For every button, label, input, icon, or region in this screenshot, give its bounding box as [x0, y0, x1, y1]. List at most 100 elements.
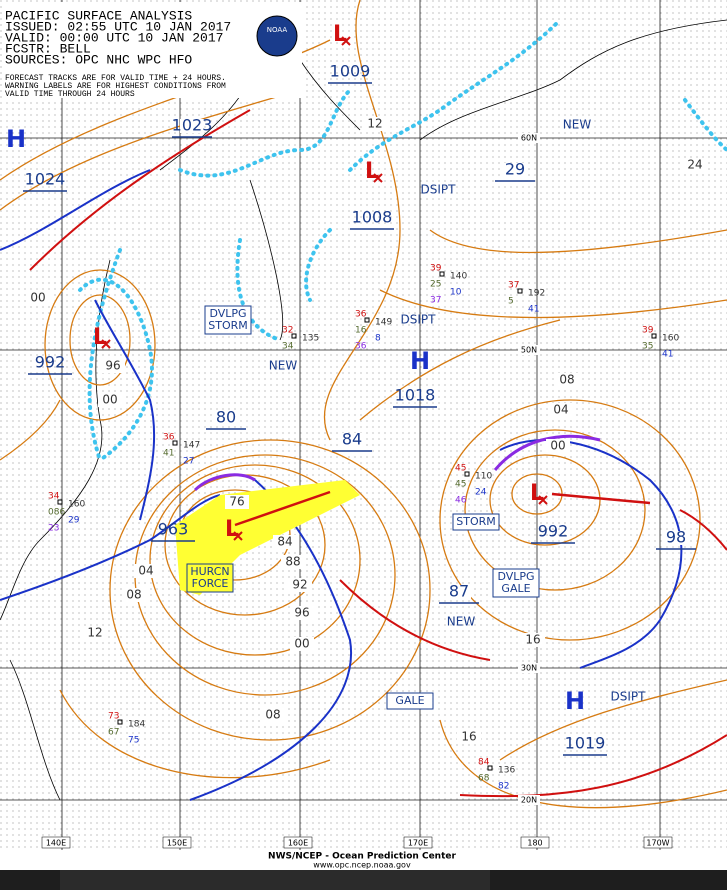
- station-value: 39: [642, 326, 654, 336]
- low-symbol: L: [365, 159, 379, 184]
- station-value: 34: [48, 492, 60, 502]
- isobar-label: 12: [87, 626, 102, 640]
- label-bg: [26, 291, 50, 305]
- station-value: 36: [355, 342, 367, 352]
- label-bg: [290, 637, 314, 651]
- isobar-label: 00: [30, 291, 45, 305]
- station-value: 41: [528, 305, 539, 315]
- header-line: PACIFIC SURFACE ANALYSIS: [5, 8, 192, 23]
- station-value: 110: [475, 472, 492, 482]
- warning-box: [204, 305, 252, 335]
- label-bg: [261, 708, 285, 722]
- lon-label: 170E: [408, 839, 428, 848]
- taskbar-search[interactable]: [60, 870, 490, 890]
- lat-label-bg: [518, 133, 540, 143]
- label-bg: [549, 403, 573, 417]
- low-x: [233, 531, 243, 541]
- status-label: DSIPT: [421, 183, 457, 197]
- station-value: 46: [455, 496, 467, 506]
- isobar-label: 96: [105, 359, 120, 373]
- label-bg: [281, 555, 305, 569]
- center-pressure: 992: [35, 353, 66, 372]
- station-marker: [651, 333, 657, 339]
- station-value: 45: [455, 480, 466, 490]
- station-value: 68: [478, 774, 490, 784]
- station-value: 135: [302, 334, 319, 344]
- station-value: 39: [430, 264, 442, 274]
- status-label: NEW: [447, 615, 476, 629]
- logo-text: NOAA: [267, 26, 288, 34]
- lat-label: 50N: [521, 346, 537, 355]
- header-line: VALID: 00:00 UTC 10 JAN 2017: [5, 30, 223, 45]
- station-value: 8: [375, 334, 381, 344]
- station-value: 45: [455, 464, 466, 474]
- isobar-label: 00: [294, 637, 309, 651]
- label-bg: [340, 433, 364, 447]
- label-bg: [683, 158, 707, 172]
- warning-label: GALE: [501, 582, 530, 595]
- station-value: 36: [355, 310, 367, 320]
- station-value: 25: [430, 280, 441, 290]
- label-bg: [134, 564, 158, 578]
- status-label: DSIPT: [401, 313, 437, 327]
- center-pressure: 1024: [25, 170, 66, 189]
- warning-label: HURCN: [190, 565, 229, 578]
- station-value: 24: [475, 488, 487, 498]
- label-bg: [447, 585, 471, 599]
- low-symbol: L: [530, 481, 544, 506]
- map-background: [0, 0, 727, 850]
- label-bg: [290, 606, 314, 620]
- label-bg: [546, 439, 570, 453]
- isobar-label: 96: [294, 606, 309, 620]
- isobar-label: 12: [367, 117, 382, 131]
- label-bg: [180, 119, 204, 133]
- lon-label: 140E: [46, 839, 66, 848]
- header-line: SOURCES: OPC NHC WPC HFO: [5, 52, 192, 67]
- station-value: 27: [183, 457, 194, 467]
- station-value: 34: [282, 342, 294, 352]
- station-value: 41: [662, 350, 673, 360]
- station-value: 29: [68, 516, 80, 526]
- isobar-label: 76: [229, 495, 244, 509]
- center-pressure: 963: [158, 520, 189, 539]
- label-bg: [214, 411, 238, 425]
- isobar-label: 24: [687, 158, 702, 172]
- isobar-label: 1023: [172, 116, 213, 135]
- isobar-label: 08: [265, 708, 280, 722]
- high-symbol: H: [6, 125, 26, 153]
- isobar-label: 00: [550, 439, 565, 453]
- station-value: 149: [375, 318, 392, 328]
- station-marker: [117, 719, 123, 725]
- lat-label: 30N: [521, 664, 537, 673]
- lon-label-bg: [283, 836, 313, 849]
- station-marker: [517, 288, 523, 294]
- header-line: FCSTR: BELL: [5, 41, 91, 56]
- station-value: 160: [68, 500, 85, 510]
- isobar-label: 92: [292, 578, 307, 592]
- warning-label: DVLPG: [497, 570, 534, 583]
- status-label: NEW: [269, 359, 298, 373]
- lon-label: 160E: [288, 839, 308, 848]
- warning-box: [186, 563, 234, 593]
- station-value: 147: [183, 441, 200, 451]
- lat-label-bg: [518, 663, 540, 673]
- lon-label-bg: [643, 836, 673, 849]
- isobar-label: 04: [553, 403, 568, 417]
- note-line: VALID TIME THROUGH 24 HOURS: [5, 90, 135, 99]
- station-value: 41: [163, 449, 174, 459]
- station-value: 73: [108, 712, 119, 722]
- status-label: NEW: [563, 118, 592, 132]
- lon-label: 150E: [167, 839, 187, 848]
- station-marker: [487, 765, 493, 771]
- lon-label-bg: [41, 836, 71, 849]
- isobar-label: 00: [102, 393, 117, 407]
- label-bg: [288, 578, 312, 592]
- isobar-label: 16: [525, 633, 540, 647]
- station-value: 82: [498, 782, 509, 792]
- status-label: DSIPT: [611, 690, 647, 704]
- isobar-label: 88: [285, 555, 300, 569]
- low-x: [341, 36, 351, 46]
- warning-label: STORM: [208, 319, 248, 332]
- lat-label-bg: [518, 795, 540, 805]
- station-marker: [172, 440, 178, 446]
